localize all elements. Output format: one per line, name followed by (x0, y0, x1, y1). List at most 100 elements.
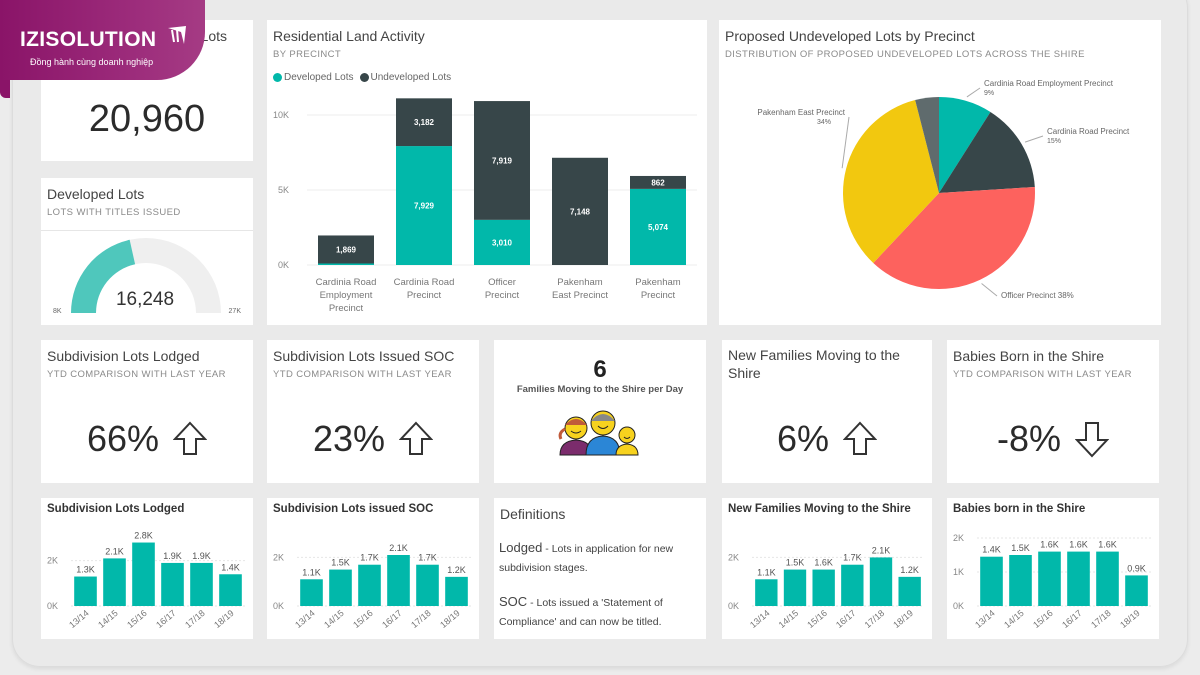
bar (103, 558, 126, 606)
tile-title: New Families Moving to the Shire (728, 347, 900, 381)
babies-kpi-tile[interactable]: Babies Born in the Shire YTD COMPARISON … (947, 340, 1159, 483)
bar-data-label: 1.7K (418, 553, 437, 563)
babies-chart-tile[interactable]: Babies born in the Shire 0K 1K 2K 1.4K 13/14… (947, 498, 1159, 639)
chart-title: Proposed Undeveloped Lots by Precinct (725, 28, 975, 44)
bar (1096, 551, 1119, 606)
pie-label-value: 9% (984, 90, 994, 97)
x-tick-label: 13/14 (67, 608, 91, 630)
bar-data-label: 1.5K (1011, 543, 1030, 553)
legend-item-undeveloped[interactable]: Undeveloped Lots (359, 72, 451, 83)
leader-line (966, 87, 981, 98)
paper-plane-icon (168, 26, 186, 44)
bar (300, 579, 323, 606)
bar-data-label: 2.1K (872, 545, 891, 555)
bar-data-label: 3,182 (414, 118, 435, 127)
bar (358, 564, 381, 606)
chart-title: Residential Land Activity (273, 28, 425, 44)
leader-line (841, 116, 850, 169)
bar-undeveloped (318, 235, 374, 264)
brand-name: IZISOLUTION (20, 28, 157, 51)
bar (219, 574, 242, 606)
new-families-kpi-tile[interactable]: New Families Moving to the Shire 6% (722, 340, 932, 483)
brand-tagline: Đồng hành cùng doanh nghiệp (30, 57, 154, 67)
bar (869, 557, 893, 606)
bar-data-label: 7,148 (570, 207, 591, 216)
bar-data-label: 2.1K (105, 546, 124, 556)
pie-label-value: 34% (817, 119, 831, 126)
x-tick-label: 17/18 (863, 608, 887, 630)
bar-data-label: 7,919 (492, 156, 513, 165)
bar (1038, 551, 1061, 606)
arrow-up-icon (173, 421, 208, 455)
bar-data-label: 1.5K (786, 558, 805, 568)
bar-data-label: 1.7K (360, 553, 379, 563)
pie-chart: Cardinia Road Employment Precinct 9% Cardi… (757, 79, 1130, 300)
bar (898, 576, 921, 606)
bar-data-label: 1.4K (982, 545, 1001, 555)
lodged-chart-tile[interactable]: Subdivision Lots Lodged 0K 2K 1.3K 13/14 2.1… (41, 498, 253, 639)
pie-slice (873, 186, 1035, 290)
x-tick-label: Precinct (407, 290, 442, 301)
x-tick-label: 16/17 (1060, 608, 1084, 630)
tile-subtitle: YTD COMPARISON WITH LAST YEAR (953, 369, 1132, 380)
chart-title: Babies born in the Shire (953, 503, 1086, 515)
tile-title: Developed Lots (47, 186, 145, 202)
families-per-day-value: 6 (593, 356, 607, 383)
bar (161, 562, 184, 606)
subdivision-lodged-kpi-tile[interactable]: Subdivision Lots Lodged YTD COMPARISON W… (41, 340, 253, 483)
y-tick-label: 0K (278, 260, 289, 270)
bar (980, 556, 1003, 606)
developed-lots-tile[interactable]: Developed Lots LOTS WITH TITLES ISSUED 8… (41, 178, 253, 325)
bar (416, 564, 439, 606)
brand-logo: IZISOLUTION Đồng hành cùng doanh nghiệp (0, 0, 205, 80)
y-tick-label: 2K (273, 552, 284, 562)
residential-land-tile[interactable]: Residential Land Activity BY PRECINCT De… (267, 20, 707, 325)
arrow-down-icon (1075, 422, 1110, 458)
x-tick-label: 18/19 (438, 608, 462, 630)
stacked-bar-chart: 0K 5K 10K 1,869 Cardinia Road Employment Preci… (273, 98, 697, 314)
x-tick-label: Precinct (641, 290, 676, 301)
bar-chart: 0K 2K 1.1K 13/14 1.5K 14/15 1.6K 15/16 1.7K 16/17… (728, 545, 924, 630)
subdivision-soc-kpi-tile[interactable]: Subdivision Lots Issued SOC YTD COMPARIS… (267, 340, 479, 483)
soc-chart-tile[interactable]: Subdivision Lots issued SOC 0K 2K 1.1K 13/1… (267, 498, 479, 639)
x-tick-label: 16/17 (380, 608, 404, 630)
bar (841, 564, 864, 606)
y-tick-label: 10K (273, 110, 289, 120)
pie-label: Officer Precinct 38% (1001, 291, 1074, 300)
x-tick-label: 16/17 (834, 608, 858, 630)
proposed-lots-tile[interactable]: Proposed Undeveloped Lots by Precinct DI… (719, 20, 1161, 325)
families-chart-tile[interactable]: New Families Moving to the Shire 0K 2K 1.1… (722, 498, 932, 639)
x-tick-label: Officer (488, 277, 516, 288)
x-tick-label: Cardinia Road (394, 277, 455, 288)
gauge-max-label: 27K (229, 308, 242, 315)
bar-data-label: 1.5K (331, 558, 350, 568)
x-tick-label: 14/15 (777, 608, 801, 630)
pie-slice (939, 111, 1035, 193)
y-tick-label: 5K (278, 185, 289, 195)
arrow-up-icon (843, 421, 878, 455)
chart-subtitle: BY PRECINCT (273, 49, 342, 60)
definitions-title: Definitions (500, 506, 566, 522)
kpi-value: -8% (996, 418, 1062, 459)
x-tick-label: 13/14 (293, 608, 317, 630)
x-tick-label: Pakenham (635, 277, 681, 288)
tile-subtitle: YTD COMPARISON WITH LAST YEAR (273, 369, 452, 380)
bar-data-label: 0.9K (1127, 563, 1146, 573)
gauge-fill (71, 239, 136, 313)
tile-subtitle: YTD COMPARISON WITH LAST YEAR (47, 369, 226, 380)
families-per-day-tile[interactable]: 6 Families Moving to the Shire per Day (494, 340, 706, 483)
bar-chart: 0K 1K 2K 1.4K 13/14 1.5K 14/15 1.6K 15/16 1.6K 16/… (953, 533, 1151, 630)
pie-label-value: 15% (1047, 138, 1061, 145)
bar-data-label: 1.6K (1040, 540, 1059, 550)
x-tick-label: Precinct (329, 303, 364, 314)
pie-slice (843, 100, 939, 263)
x-tick-label: 13/14 (748, 608, 772, 630)
bar-developed (396, 146, 452, 265)
bar (1067, 551, 1090, 606)
chart-title: New Families Moving to the Shire (728, 503, 911, 515)
legend-item-developed[interactable]: Developed Lots (273, 72, 354, 83)
pie-slice (915, 97, 939, 193)
bar (1009, 555, 1032, 606)
x-tick-label: East Precinct (552, 290, 608, 301)
bar-data-label: 1.2K (447, 565, 466, 575)
